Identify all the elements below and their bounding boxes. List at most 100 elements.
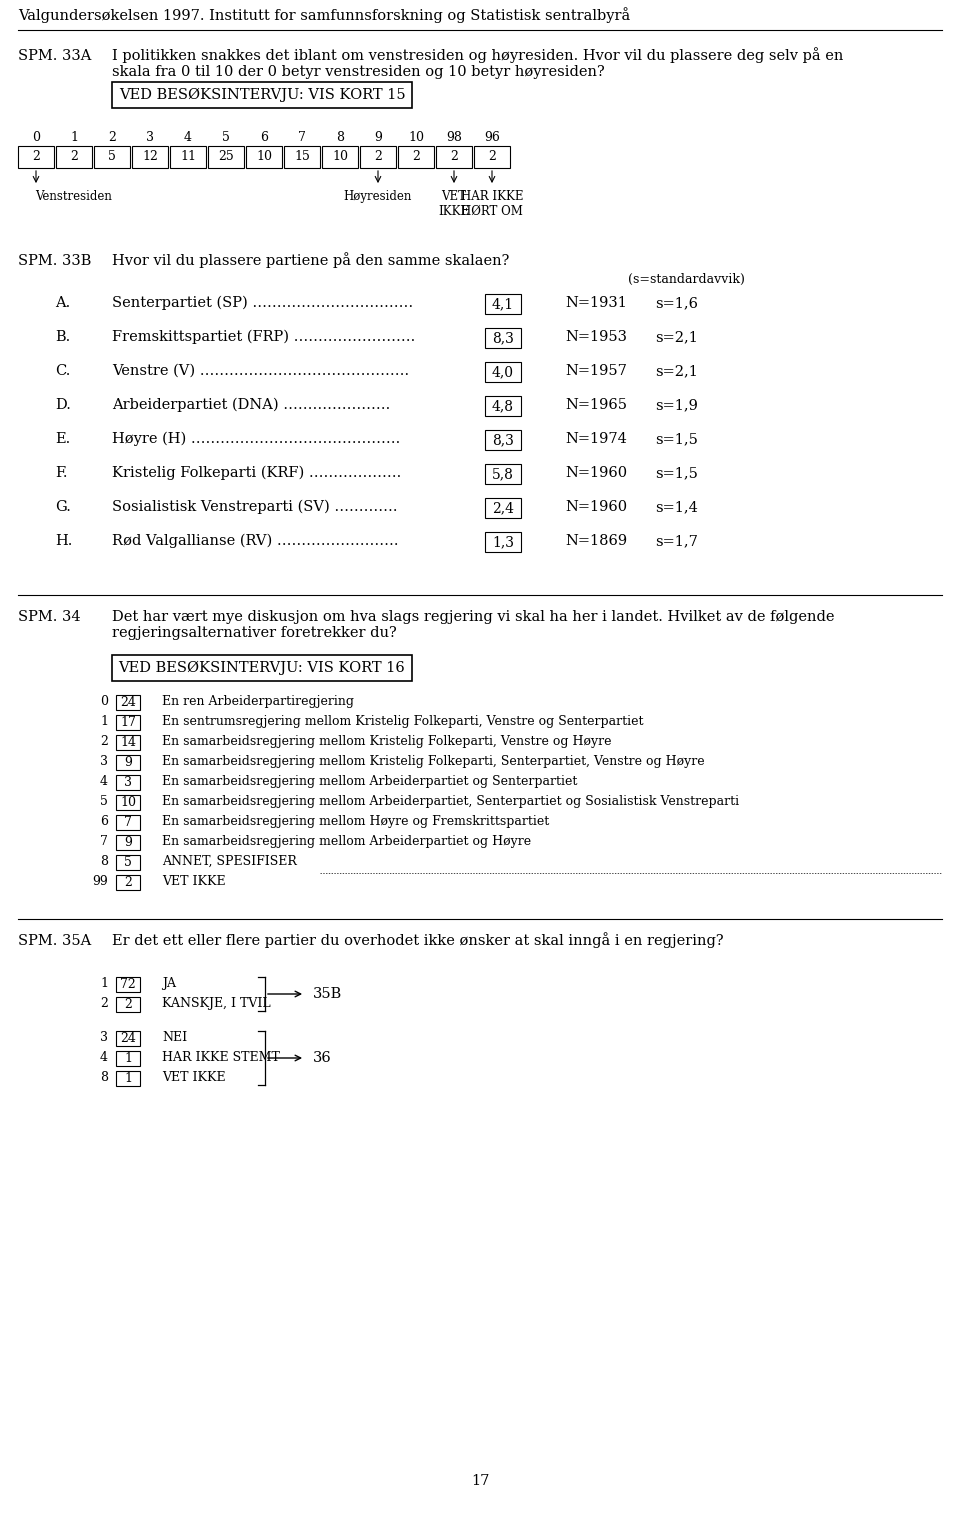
Text: 2: 2 xyxy=(100,735,108,747)
Text: I politikken snakkes det iblant om venstresiden og høyresiden. Hvor vil du plass: I politikken snakkes det iblant om venst… xyxy=(112,47,844,64)
Bar xyxy=(116,1050,140,1065)
Bar xyxy=(116,1030,140,1045)
Text: 17: 17 xyxy=(120,716,136,728)
Bar xyxy=(116,814,140,829)
Text: N=1869: N=1869 xyxy=(565,534,627,548)
Text: B.: B. xyxy=(55,330,70,343)
Text: 4: 4 xyxy=(100,1052,108,1064)
Bar xyxy=(485,464,521,484)
Text: VET
IKKE: VET IKKE xyxy=(439,191,469,218)
Text: N=1960: N=1960 xyxy=(565,499,627,514)
Text: SPM. 34: SPM. 34 xyxy=(18,610,81,623)
Text: 36: 36 xyxy=(313,1052,332,1065)
Text: 4,0: 4,0 xyxy=(492,365,514,378)
Text: H.: H. xyxy=(55,534,72,548)
Bar xyxy=(485,396,521,416)
Text: Senterpartiet (SP) ……………………………: Senterpartiet (SP) …………………………… xyxy=(112,295,413,310)
Text: 0: 0 xyxy=(32,132,40,144)
Text: Rød Valgallianse (RV) …………………….: Rød Valgallianse (RV) ……………………. xyxy=(112,534,398,548)
Text: 9: 9 xyxy=(124,835,132,849)
Bar xyxy=(485,362,521,381)
Text: (s=standardavvik): (s=standardavvik) xyxy=(628,272,745,286)
Bar xyxy=(116,775,140,790)
Bar xyxy=(116,755,140,770)
Text: NEI: NEI xyxy=(162,1030,187,1044)
Text: 6: 6 xyxy=(260,132,268,144)
Text: 11: 11 xyxy=(180,150,196,163)
Bar xyxy=(116,875,140,890)
Text: C.: C. xyxy=(55,365,70,378)
Text: 1: 1 xyxy=(100,716,108,728)
Bar xyxy=(116,794,140,809)
Bar xyxy=(398,145,434,168)
Text: s=2,1: s=2,1 xyxy=(655,365,698,378)
Text: En sentrumsregjering mellom Kristelig Folkeparti, Venstre og Senterpartiet: En sentrumsregjering mellom Kristelig Fo… xyxy=(162,716,643,728)
Text: 5,8: 5,8 xyxy=(492,468,514,481)
Text: s=1,7: s=1,7 xyxy=(655,534,698,548)
Text: 7: 7 xyxy=(100,835,108,847)
Text: s=1,4: s=1,4 xyxy=(655,499,698,514)
Text: 3: 3 xyxy=(146,132,154,144)
Bar xyxy=(112,82,412,107)
Text: HAR IKKE
HØRT OM: HAR IKKE HØRT OM xyxy=(461,191,523,218)
Text: 72: 72 xyxy=(120,977,136,991)
Text: 10: 10 xyxy=(256,150,272,163)
Text: N=1960: N=1960 xyxy=(565,466,627,480)
Text: 2: 2 xyxy=(70,150,78,163)
Text: 9: 9 xyxy=(374,132,382,144)
Text: ANNET, SPESIFISER: ANNET, SPESIFISER xyxy=(162,855,297,868)
Text: Er det ett eller flere partier du overhodet ikke ønsker at skal inngå i en regje: Er det ett eller flere partier du overho… xyxy=(112,932,724,949)
Text: 1: 1 xyxy=(124,1052,132,1065)
Text: 35B: 35B xyxy=(313,986,343,1002)
Bar xyxy=(485,498,521,517)
Text: 2: 2 xyxy=(124,876,132,888)
Text: 1: 1 xyxy=(70,132,78,144)
Text: VET IKKE: VET IKKE xyxy=(162,1071,226,1083)
Bar xyxy=(485,533,521,552)
Text: 2: 2 xyxy=(32,150,40,163)
Text: s=2,1: s=2,1 xyxy=(655,330,698,343)
Text: G.: G. xyxy=(55,499,71,514)
Text: HAR IKKE STEMT: HAR IKKE STEMT xyxy=(162,1052,280,1064)
Text: 10: 10 xyxy=(332,150,348,163)
Text: Det har vært mye diskusjon om hva slags regjering vi skal ha her i landet. Hvilk: Det har vært mye diskusjon om hva slags … xyxy=(112,610,834,623)
Text: 5: 5 xyxy=(100,794,108,808)
Text: 10: 10 xyxy=(120,796,136,808)
Text: Arbeiderpartiet (DNA) ………………….: Arbeiderpartiet (DNA) …………………. xyxy=(112,398,391,412)
Text: KANSKJE, I TVIL: KANSKJE, I TVIL xyxy=(162,997,271,1011)
Text: 7: 7 xyxy=(298,132,306,144)
Text: N=1931: N=1931 xyxy=(565,297,627,310)
Text: 4,1: 4,1 xyxy=(492,297,514,312)
Text: En samarbeidsregjering mellom Høyre og Fremskrittspartiet: En samarbeidsregjering mellom Høyre og F… xyxy=(162,816,549,828)
Text: JA: JA xyxy=(162,977,176,990)
Text: 2: 2 xyxy=(412,150,420,163)
Text: 8: 8 xyxy=(336,132,344,144)
Text: En samarbeidsregjering mellom Kristelig Folkeparti, Venstre og Høyre: En samarbeidsregjering mellom Kristelig … xyxy=(162,735,612,747)
Text: 2: 2 xyxy=(450,150,458,163)
Bar xyxy=(208,145,244,168)
Text: 6: 6 xyxy=(100,816,108,828)
Text: 98: 98 xyxy=(446,132,462,144)
Text: 1: 1 xyxy=(100,977,108,990)
Text: N=1974: N=1974 xyxy=(565,433,627,446)
Text: 8: 8 xyxy=(100,1071,108,1083)
Bar xyxy=(322,145,358,168)
Text: 24: 24 xyxy=(120,696,136,708)
Text: 3: 3 xyxy=(100,1030,108,1044)
Text: Høyresiden: Høyresiden xyxy=(344,191,412,203)
Bar xyxy=(246,145,282,168)
Bar xyxy=(485,294,521,315)
Text: 25: 25 xyxy=(218,150,234,163)
Text: 2: 2 xyxy=(488,150,496,163)
Text: 2: 2 xyxy=(124,997,132,1011)
Text: 4: 4 xyxy=(100,775,108,788)
Bar xyxy=(112,655,412,681)
Bar xyxy=(116,997,140,1012)
Bar xyxy=(116,714,140,729)
Text: Venstre (V) …………………………………….: Venstre (V) ……………………………………. xyxy=(112,365,409,378)
Bar xyxy=(56,145,92,168)
Text: D.: D. xyxy=(55,398,71,412)
Text: 3: 3 xyxy=(124,776,132,788)
Text: En samarbeidsregjering mellom Kristelig Folkeparti, Senterpartiet, Venstre og Hø: En samarbeidsregjering mellom Kristelig … xyxy=(162,755,705,769)
Text: s=1,9: s=1,9 xyxy=(655,398,698,412)
